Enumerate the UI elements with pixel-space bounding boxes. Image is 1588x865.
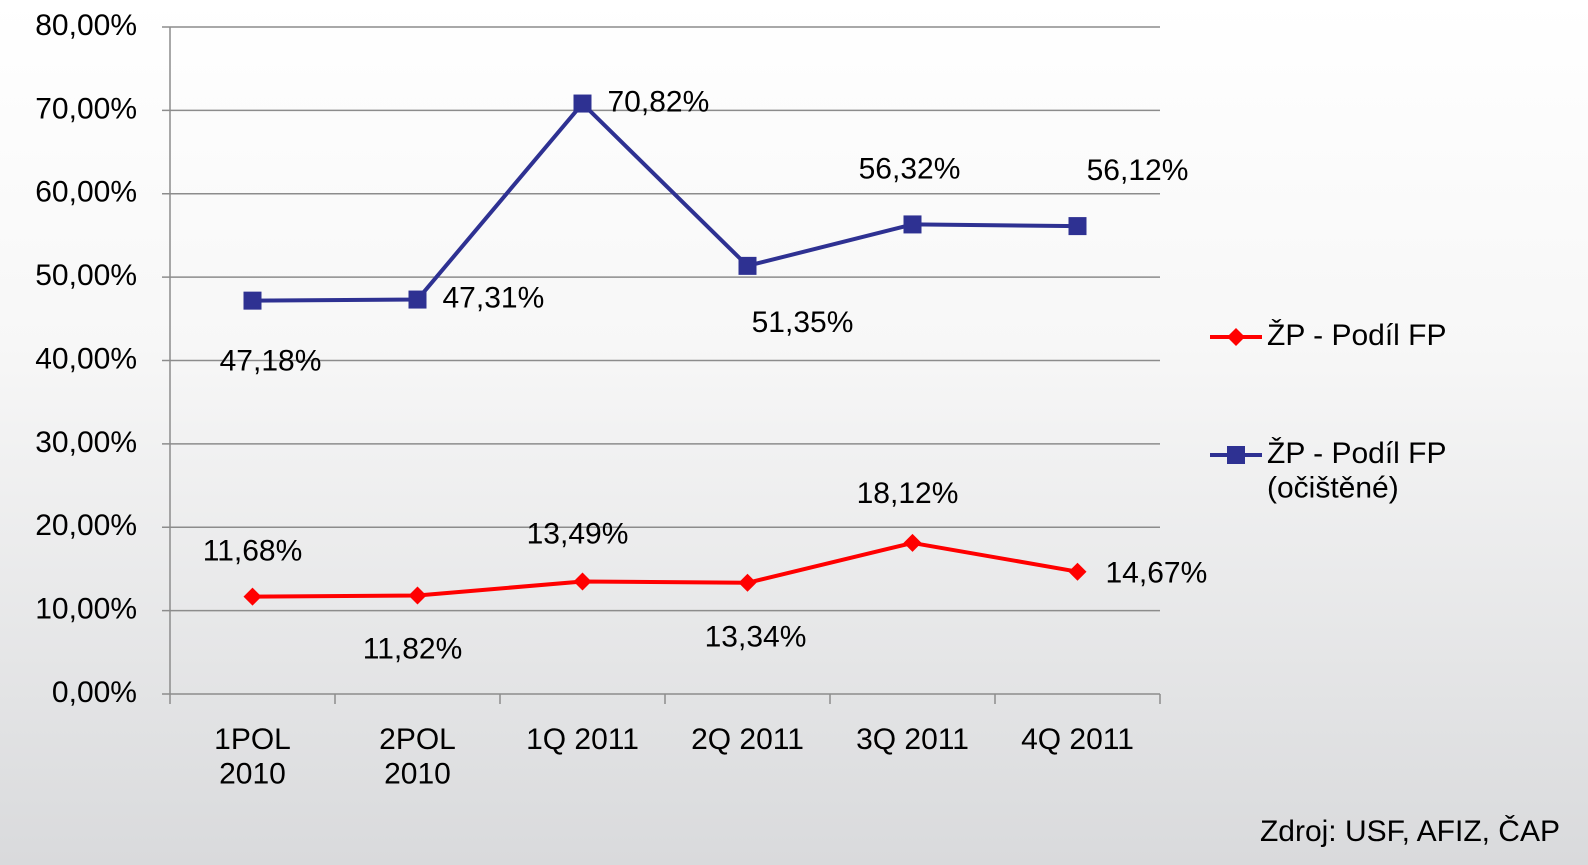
legend-label: ŽP - Podíl FP <box>1267 319 1447 352</box>
legend-marker <box>1227 446 1245 464</box>
point <box>738 573 757 592</box>
point <box>903 533 922 552</box>
point <box>1068 562 1087 581</box>
y-tick-label: 20,00% <box>35 509 137 542</box>
data-label: 11,82% <box>363 632 463 665</box>
x-tick-label: 2POL 2010 <box>379 723 456 791</box>
x-tick-label: 3Q 2011 <box>856 723 969 756</box>
source-note: Zdroj: USF, AFIZ, ČAP <box>1260 814 1560 848</box>
point <box>408 290 427 309</box>
data-label: 11,68% <box>203 535 303 568</box>
y-tick-label: 80,00% <box>35 9 137 42</box>
y-tick-label: 70,00% <box>35 92 137 125</box>
x-tick-label: 2Q 2011 <box>691 723 804 756</box>
data-label: 14,67% <box>1106 557 1208 590</box>
line-series <box>252 101 1078 303</box>
y-tick-label: 0,00% <box>52 676 137 709</box>
line-series <box>252 540 1078 599</box>
data-label: 47,31% <box>443 281 545 314</box>
legend-label: ŽP - Podíl FP (očištěné) <box>1267 437 1447 505</box>
point <box>408 586 427 605</box>
x-tick-label: 1POL 2010 <box>214 723 291 791</box>
y-tick-label: 60,00% <box>35 176 137 209</box>
y-tick-label: 50,00% <box>35 259 137 292</box>
data-label: 51,35% <box>752 306 854 339</box>
point <box>243 291 262 310</box>
data-label: 13,49% <box>527 517 629 550</box>
point <box>573 572 592 591</box>
data-label: 70,82% <box>608 85 710 118</box>
point <box>738 256 757 275</box>
y-tick-label: 30,00% <box>35 426 137 459</box>
point <box>573 94 592 113</box>
x-tick-label: 4Q 2011 <box>1021 723 1134 756</box>
data-label: 18,12% <box>857 477 959 510</box>
point <box>1068 217 1087 236</box>
point <box>243 587 262 606</box>
point <box>903 215 922 234</box>
legend-marker <box>1227 328 1245 346</box>
data-label: 13,34% <box>705 621 807 654</box>
data-label: 56,12% <box>1087 154 1189 187</box>
y-tick-label: 10,00% <box>35 593 137 626</box>
data-label: 47,18% <box>220 345 322 378</box>
x-tick-label: 1Q 2011 <box>526 723 639 756</box>
y-tick-label: 40,00% <box>35 342 137 375</box>
data-label: 56,32% <box>859 152 961 185</box>
